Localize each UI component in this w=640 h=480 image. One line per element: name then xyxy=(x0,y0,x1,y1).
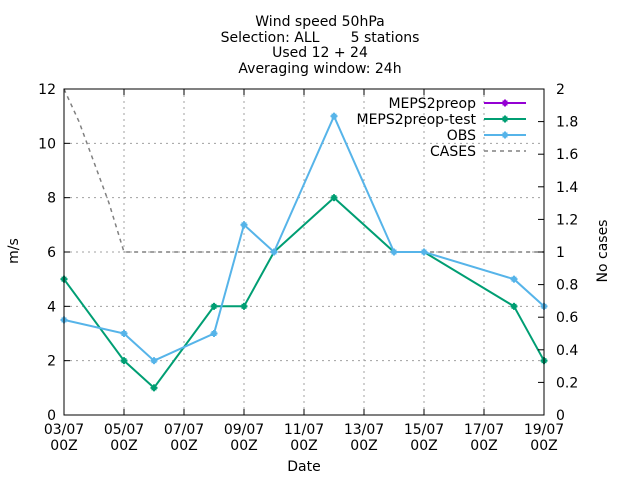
data-point-obs xyxy=(420,248,428,256)
y2-tick-label: 1.4 xyxy=(556,180,578,196)
x-tick-label-date: 05/07 xyxy=(104,422,144,438)
legend-label: OBS xyxy=(447,128,476,144)
x-tick-label-time: 00Z xyxy=(290,438,317,454)
y2-tick-label: 1.8 xyxy=(556,115,578,131)
y2-axis-label: No cases xyxy=(595,220,611,283)
x-tick-label-date: 13/07 xyxy=(344,422,384,438)
x-tick-label-date: 19/07 xyxy=(524,422,564,438)
x-tick-label-time: 00Z xyxy=(230,438,257,454)
y2-tick-label: 1.6 xyxy=(556,147,578,163)
title-line-1: Wind speed 50hPa xyxy=(255,14,384,30)
x-tick-label-date: 09/07 xyxy=(224,422,264,438)
title-line-2: Selection: ALL 5 stations xyxy=(221,30,420,46)
x-axis-label: Date xyxy=(287,459,320,475)
data-point-meps2preop-test xyxy=(510,302,518,310)
data-point-obs xyxy=(270,248,278,256)
chart-title: Wind speed 50hPa Selection: ALL 5 statio… xyxy=(221,14,420,77)
data-point-obs xyxy=(330,112,338,120)
data-point-obs xyxy=(390,248,398,256)
x-tick-label-time: 00Z xyxy=(50,438,77,454)
legend-marker xyxy=(501,99,509,107)
legend-entry-meps2preop-test: MEPS2preop-test xyxy=(357,112,526,128)
data-point-meps2preop-test xyxy=(240,302,248,310)
y-tick-label: 2 xyxy=(47,354,56,370)
data-point-obs xyxy=(240,221,248,229)
y2-tick-label: 0.8 xyxy=(556,278,578,294)
x-tick-label-date: 07/07 xyxy=(164,422,204,438)
y2-tick-label: 1.2 xyxy=(556,212,578,228)
legend-entry-obs: OBS xyxy=(447,128,526,144)
y-tick-label: 4 xyxy=(47,299,56,315)
y2-tick-label: 0 xyxy=(556,408,565,424)
title-line-3: Used 12 + 24 xyxy=(272,45,368,61)
y-tick-label: 0 xyxy=(47,408,56,424)
legend-marker xyxy=(501,131,509,139)
data-point-meps2preop-test xyxy=(120,357,128,365)
y2-tick-label: 1 xyxy=(556,245,565,261)
x-tick-label-date: 03/07 xyxy=(44,422,84,438)
y-tick-label: 6 xyxy=(47,245,56,261)
y2-tick-label: 0.2 xyxy=(556,375,578,391)
legend-entry-cases: CASES xyxy=(430,144,526,160)
axis-layer: 03/0700Z05/0700Z07/0700Z09/0700Z11/0700Z… xyxy=(38,82,578,454)
legend-label: MEPS2preop xyxy=(388,96,476,112)
x-tick-label-date: 11/07 xyxy=(284,422,324,438)
series-line-cases xyxy=(63,88,544,253)
legend-marker xyxy=(501,115,509,123)
y-tick-label: 12 xyxy=(38,82,56,98)
data-point-meps2preop-test xyxy=(330,194,338,202)
x-tick-label-date: 17/07 xyxy=(464,422,504,438)
x-tick-label-time: 00Z xyxy=(470,438,497,454)
legend-entry-meps2preop: MEPS2preop xyxy=(388,96,526,112)
x-tick-label-date: 15/07 xyxy=(404,422,444,438)
y2-tick-label: 0.4 xyxy=(556,343,578,359)
legend-label: CASES xyxy=(430,144,476,160)
y-tick-label: 8 xyxy=(47,191,56,207)
title-line-4: Averaging window: 24h xyxy=(238,61,401,77)
y-tick-label: 10 xyxy=(38,136,56,152)
x-tick-label-time: 00Z xyxy=(170,438,197,454)
y2-tick-label: 0.6 xyxy=(556,310,578,326)
x-tick-label-time: 00Z xyxy=(350,438,377,454)
y2-tick-label: 2 xyxy=(556,82,565,98)
legend-label: MEPS2preop-test xyxy=(357,112,477,128)
data-point-obs xyxy=(510,275,518,283)
x-tick-label-time: 00Z xyxy=(110,438,137,454)
x-tick-label-time: 00Z xyxy=(410,438,437,454)
data-point-obs xyxy=(120,330,128,337)
data-point-obs xyxy=(210,330,218,337)
data-point-obs xyxy=(150,357,158,365)
data-point-meps2preop-test xyxy=(150,384,158,392)
x-tick-label-time: 00Z xyxy=(530,438,557,454)
y-axis-label: m/s xyxy=(6,238,22,264)
data-point-meps2preop-test xyxy=(210,302,218,310)
